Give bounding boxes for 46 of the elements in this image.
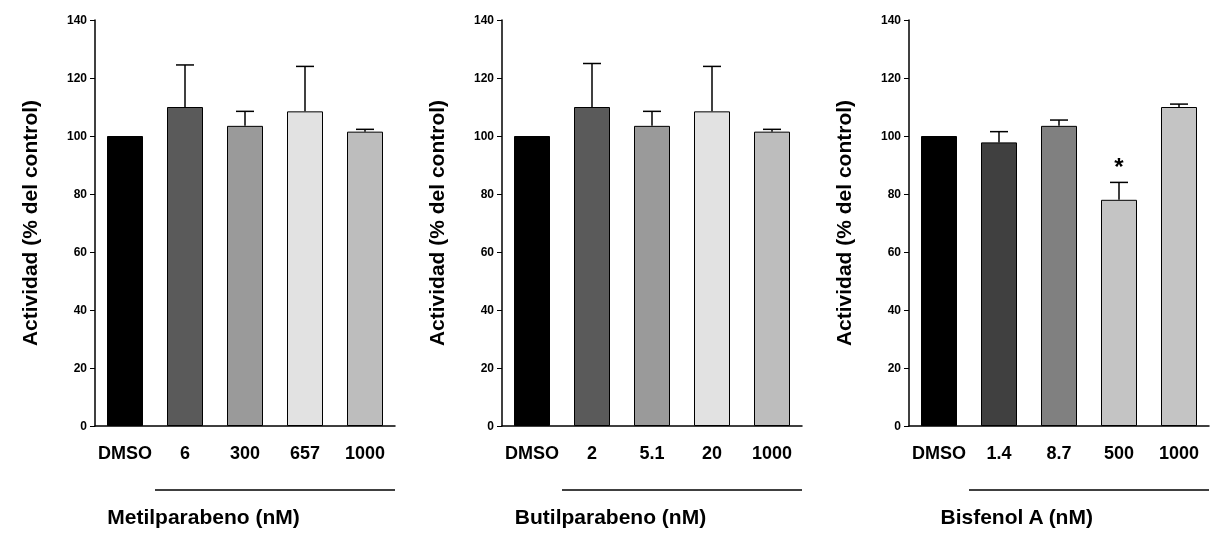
x-tick-label: DMSO — [505, 443, 559, 463]
y-tick-label: 100 — [880, 129, 902, 143]
x-tick-label: 657 — [289, 443, 321, 463]
y-tick-label: 20 — [887, 361, 902, 375]
x-tick-label: 5.1 — [639, 443, 665, 463]
y-tick-label: 80 — [73, 187, 88, 201]
y-axis-title: Actividad (% del control) — [832, 99, 855, 347]
x-tick-label: DMSO — [98, 443, 152, 463]
y-tick-label: 0 — [894, 419, 902, 433]
y-tick-label: 140 — [66, 13, 88, 27]
y-tick-label: 60 — [73, 245, 88, 259]
x-tick-label: 1000 — [344, 443, 386, 463]
x-tick-label: 20 — [701, 443, 723, 463]
x-tick-label: 300 — [229, 443, 261, 463]
y-tick-label: 100 — [473, 129, 495, 143]
x-tick-label: 2 — [586, 443, 598, 463]
y-axis-title: Actividad (% del control) — [18, 99, 41, 347]
x-axis-title: Bisfenol A (nM) — [940, 505, 1093, 528]
y-tick-label: 40 — [887, 303, 902, 317]
x-tick-label: 1.4 — [986, 443, 1012, 463]
x-tick-label: 8.7 — [1046, 443, 1072, 463]
y-tick-label: 60 — [480, 245, 495, 259]
x-tick-label: 500 — [1103, 443, 1135, 463]
y-tick-label: 20 — [480, 361, 495, 375]
y-tick-label: 80 — [887, 187, 902, 201]
y-axis-title: Actividad (% del control) — [425, 99, 448, 347]
x-tick-label: 1000 — [751, 443, 793, 463]
y-tick-label: 0 — [487, 419, 495, 433]
y-tick-label: 0 — [80, 419, 88, 433]
y-tick-label: 40 — [480, 303, 495, 317]
x-axis-title: Metilparabeno (nM) — [107, 505, 300, 528]
y-tick-label: 20 — [73, 361, 88, 375]
x-tick-label: 6 — [179, 443, 191, 463]
y-tick-label: 100 — [66, 129, 88, 143]
y-tick-label: 60 — [887, 245, 902, 259]
y-tick-label: 120 — [473, 71, 495, 85]
y-tick-label: 40 — [73, 303, 88, 317]
y-tick-label: 80 — [480, 187, 495, 201]
x-tick-label: DMSO — [912, 443, 966, 463]
y-tick-label: 120 — [66, 71, 88, 85]
y-tick-label: 120 — [880, 71, 902, 85]
annotation: * — [1114, 152, 1125, 180]
y-tick-label: 140 — [473, 13, 495, 27]
y-tick-label: 140 — [880, 13, 902, 27]
x-tick-label: 1000 — [1158, 443, 1200, 463]
x-axis-title: Butilparabeno (nM) — [514, 505, 707, 528]
